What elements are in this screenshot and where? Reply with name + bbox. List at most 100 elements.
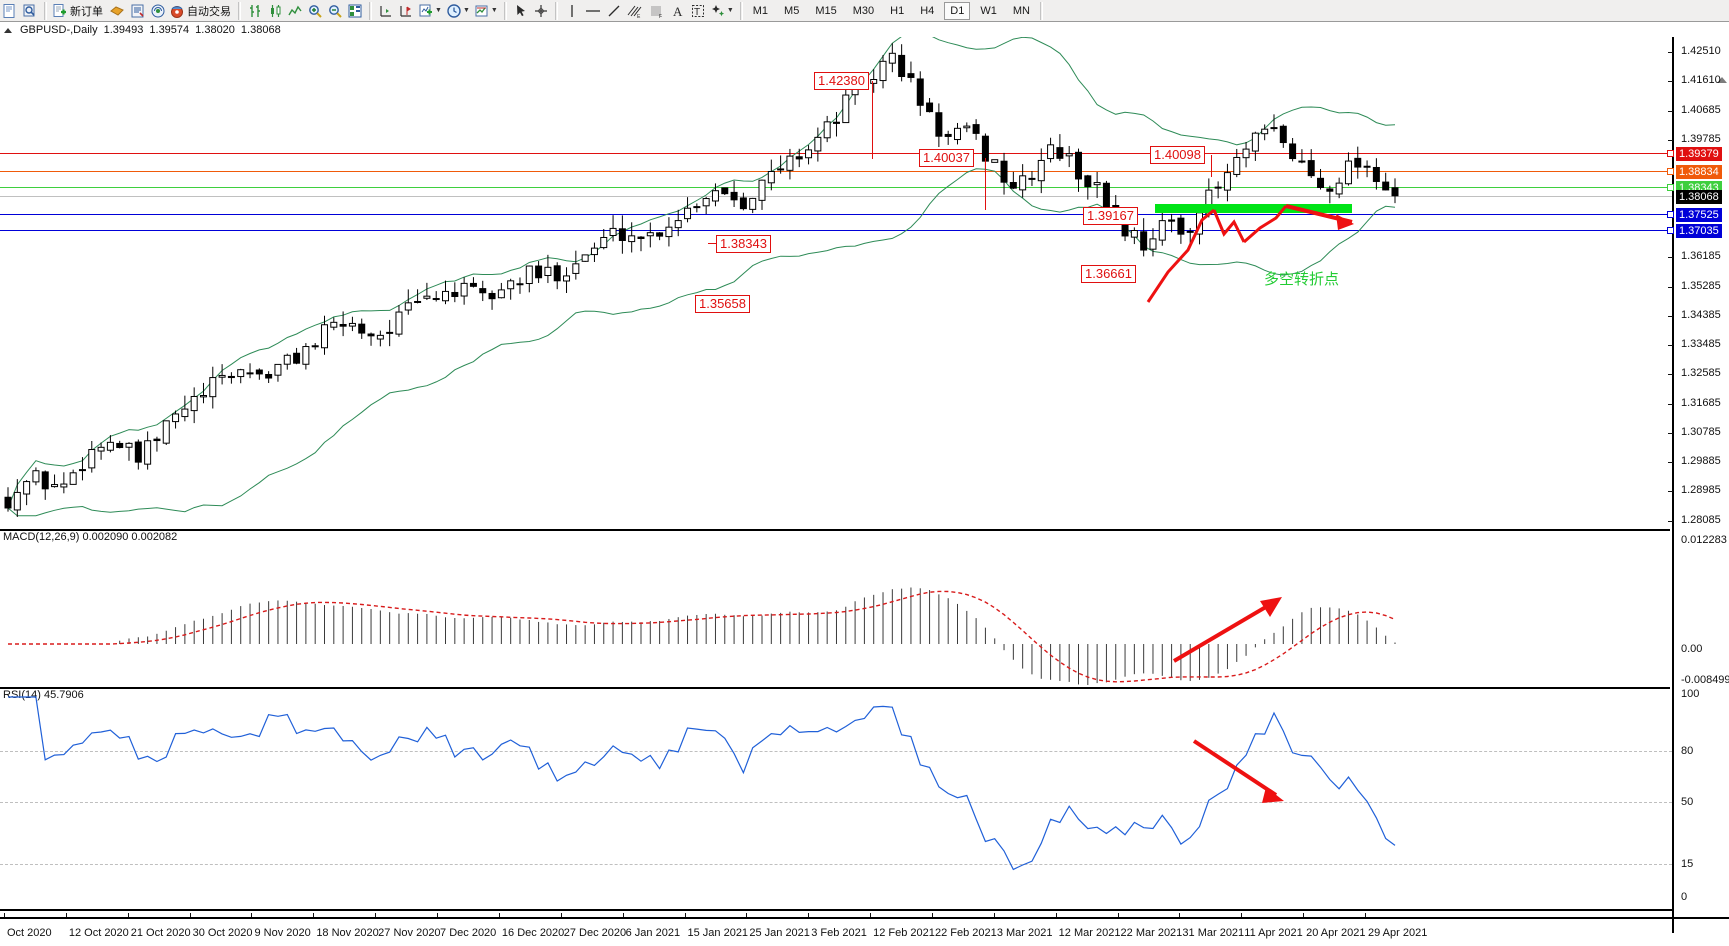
shapes-icon[interactable]: ▼ [708, 1, 736, 21]
price-line-drag-handle[interactable] [1667, 226, 1674, 234]
date-tick-mark [1055, 913, 1057, 917]
text-label-icon[interactable]: T [688, 1, 708, 21]
price-badge[interactable]: 1.38834 [1667, 165, 1722, 180]
date-tick-label: 12 Oct 2020 [68, 927, 129, 939]
new-chart-icon[interactable] [0, 1, 20, 21]
trendline-icon[interactable] [604, 1, 624, 21]
date-tick-label: 6 Jan 2021 [625, 927, 681, 939]
price-line-1-39379[interactable] [0, 153, 1672, 155]
price-annotation-label[interactable]: 1.39167 [1083, 207, 1138, 225]
price-line-1-38834[interactable] [0, 171, 1672, 173]
price-tick-label: 1.35285 [1681, 279, 1721, 292]
chevron-down-icon[interactable]: ▼ [490, 7, 498, 14]
toolbar-separator [1039, 1, 1043, 20]
price-line-drag-handle[interactable] [1667, 150, 1674, 158]
date-tick-mark [993, 913, 995, 917]
terminal-icon[interactable] [128, 1, 148, 21]
date-tick-label: 16 Dec 2020 [501, 927, 565, 939]
bar-chart-icon[interactable] [245, 1, 265, 21]
timeframe-w1[interactable]: W1 [980, 4, 997, 17]
price-annotation-label[interactable]: 1.38343 [716, 235, 771, 253]
period-clock-icon[interactable]: ▼ [444, 1, 472, 21]
timeframe-m30[interactable]: M30 [852, 4, 875, 17]
horizontal-line-icon[interactable] [582, 1, 604, 21]
price-annotation-label[interactable]: 1.40037 [919, 149, 974, 167]
chart-grid-icon[interactable] [345, 1, 365, 21]
price-line-drag-handle[interactable] [1667, 210, 1674, 218]
macd-tick-top: 0.012283 [1681, 534, 1727, 546]
price-line-1-37525[interactable] [0, 213, 1672, 215]
chart-shift-icon[interactable] [396, 1, 416, 21]
price-badge[interactable]: 1.38068 [1676, 190, 1722, 205]
date-tick-mark [560, 913, 562, 917]
timeframe-h1[interactable]: H1 [890, 4, 905, 17]
timeframe-h4[interactable]: H4 [920, 4, 935, 17]
timeframe-mn[interactable]: MN [1012, 4, 1030, 17]
line-chart-icon[interactable] [285, 1, 305, 21]
quote-close: 1.38068 [240, 24, 281, 36]
chevron-down-icon[interactable]: ▼ [435, 7, 442, 14]
text-icon[interactable]: A [668, 1, 688, 21]
collapse-triangle-icon[interactable] [4, 27, 12, 33]
price-tick-label: 1.28085 [1681, 513, 1721, 526]
price-annotation-label[interactable]: 1.40098 [1150, 146, 1205, 164]
price-annotation-label[interactable]: 1.42380 [814, 72, 869, 90]
indicators-icon[interactable]: ▼ [416, 1, 444, 21]
price-line-1-38068[interactable] [0, 196, 1672, 198]
chart-template-icon[interactable] [20, 1, 40, 21]
price-annotation-label[interactable]: 1.36661 [1081, 265, 1136, 283]
rsi-tick-50: 50 [1681, 796, 1694, 808]
date-tick-mark [4, 913, 5, 917]
rsi-pane-bottom [0, 909, 1672, 911]
timeframe-d1[interactable]: D1 [944, 1, 971, 20]
chevron-down-icon[interactable]: ▼ [726, 7, 734, 14]
vertical-line-icon[interactable] [562, 1, 582, 21]
rsi-plot [8, 696, 1396, 871]
price-tick-label: 1.31685 [1681, 396, 1721, 409]
quote-open: 1.39493 [103, 24, 144, 36]
scroll-up-indicator[interactable] [1717, 77, 1727, 83]
cursor-icon[interactable] [511, 1, 531, 21]
zoom-out-icon[interactable] [325, 1, 345, 21]
auto-scroll-icon[interactable] [376, 1, 396, 21]
price-line-1-38343[interactable] [0, 187, 1672, 189]
date-tick-mark [870, 913, 872, 917]
timeframe-m1[interactable]: M1 [752, 4, 769, 17]
crosshair-icon[interactable] [531, 1, 551, 21]
price-annotation-label[interactable]: 1.35658 [695, 295, 750, 313]
price-badge-value: 1.37525 [1679, 208, 1719, 221]
date-tick-label: 12 Feb 2021 [873, 927, 935, 939]
price-badge[interactable]: 1.39379 [1667, 147, 1722, 162]
price-line-drag-handle[interactable] [1667, 168, 1674, 176]
fibonacci-retracement-icon[interactable]: F [646, 1, 668, 21]
price-line-drag-handle[interactable] [1667, 184, 1674, 192]
candlestick-chart-icon[interactable] [265, 1, 285, 21]
timeframe-m15[interactable]: M15 [815, 4, 837, 17]
expert-advisors-icon[interactable] [106, 1, 128, 21]
chevron-down-icon[interactable]: ▼ [462, 7, 470, 14]
new-order-button[interactable]: 新订单 [51, 1, 106, 21]
date-tick-mark [931, 913, 933, 917]
templates-icon[interactable]: ▼ [472, 1, 500, 21]
svg-text:F: F [659, 14, 662, 19]
date-tick-mark [1179, 913, 1181, 917]
date-tick-mark [1365, 913, 1366, 917]
timeframe-m5[interactable]: M5 [784, 4, 800, 17]
price-tick-label: 1.39785 [1681, 133, 1721, 146]
price-line-1-37035[interactable] [0, 229, 1672, 231]
price-tick-label: 1.28985 [1681, 484, 1721, 497]
zoom-in-icon[interactable] [305, 1, 325, 21]
date-tick-label: 20 Apr 2021 [1306, 927, 1366, 939]
autotrading-button[interactable]: 自动交易 [168, 1, 234, 21]
date-tick-mark [498, 913, 500, 917]
date-tick-label: 3 Feb 2021 [811, 927, 867, 939]
price-tick-mark [1668, 315, 1673, 317]
price-badge[interactable]: 1.37035 [1667, 223, 1722, 238]
equidistant-channel-icon[interactable]: E [624, 1, 646, 21]
forecast-caption: 多空转折点 [1264, 270, 1340, 288]
svg-text:T: T [694, 7, 700, 18]
chart-canvas-area[interactable]: 1.42510 1.41610 1.40685 1.39785 1.36185 1.352… [0, 37, 1729, 946]
rsi-tick-100: 100 [1681, 688, 1700, 700]
signals-icon[interactable] [148, 1, 168, 21]
price-badge[interactable]: 1.37525 [1667, 207, 1722, 222]
